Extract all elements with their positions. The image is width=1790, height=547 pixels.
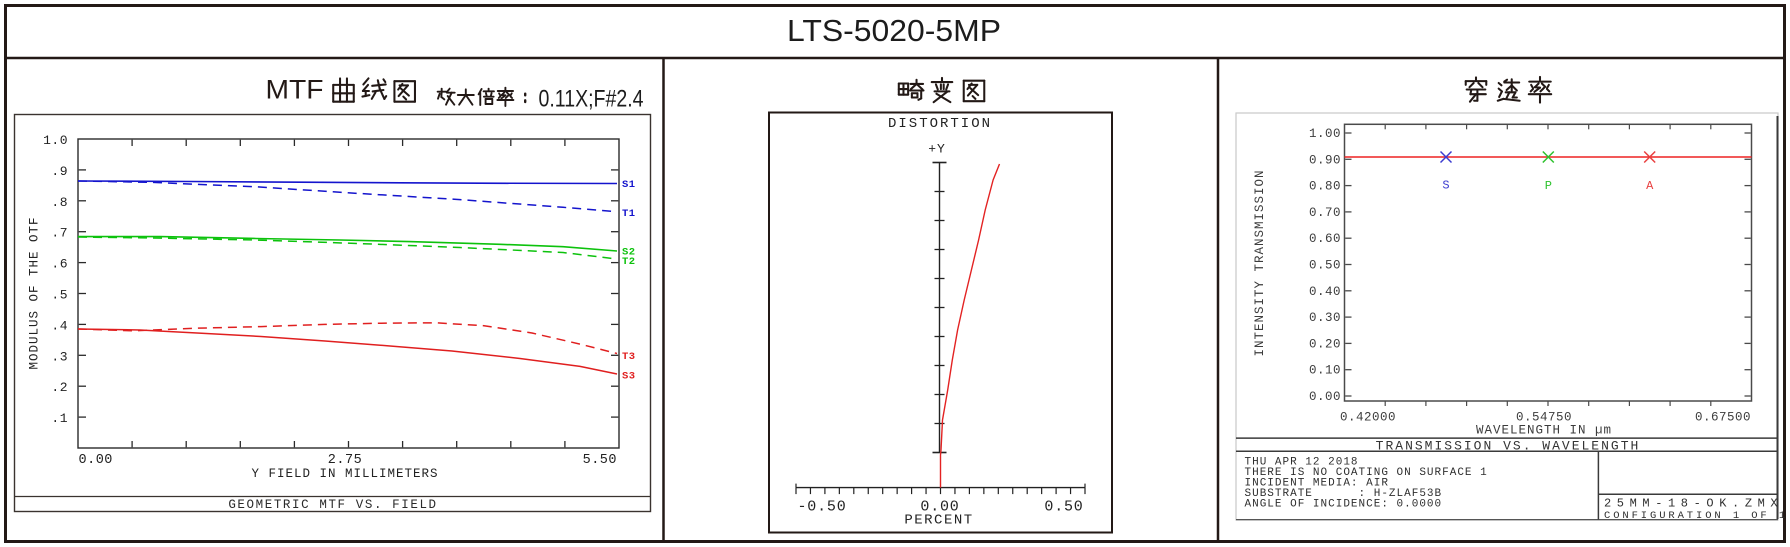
svg-text:T3: T3: [622, 351, 636, 363]
svg-text:5.50: 5.50: [583, 453, 617, 468]
svg-text:P: P: [1545, 179, 1552, 193]
svg-text:WAVELENGTH IN µm: WAVELENGTH IN µm: [1476, 424, 1612, 438]
svg-text:S: S: [1442, 179, 1449, 193]
svg-text:.9: .9: [51, 164, 68, 179]
svg-text:1.00: 1.00: [1309, 127, 1341, 141]
svg-text:-0.50: -0.50: [797, 499, 846, 516]
svg-text:.3: .3: [51, 349, 68, 364]
svg-text:S3: S3: [622, 371, 636, 383]
svg-text:.2: .2: [51, 380, 68, 395]
svg-text:INTENSITY TRANSMISSION: INTENSITY TRANSMISSION: [1253, 169, 1267, 356]
svg-text:0.80: 0.80: [1309, 180, 1341, 194]
svg-text:2.75: 2.75: [328, 453, 362, 468]
svg-text:S2: S2: [622, 247, 636, 259]
svg-text:0.42000: 0.42000: [1340, 411, 1396, 425]
svg-text:0.00: 0.00: [920, 499, 959, 516]
svg-text:DISTORTION: DISTORTION: [888, 116, 992, 132]
svg-text:.7: .7: [51, 226, 68, 241]
svg-text:MTF: MTF: [266, 75, 324, 105]
svg-text:LTS-5020-5MP: LTS-5020-5MP: [787, 13, 1001, 48]
svg-text:0.11X;F#2.4: 0.11X;F#2.4: [539, 86, 644, 113]
svg-text:0.50: 0.50: [1044, 499, 1083, 516]
svg-text:.5: .5: [51, 288, 68, 303]
svg-text:.4: .4: [51, 318, 68, 333]
svg-text:0.54750: 0.54750: [1516, 411, 1572, 425]
svg-text:A: A: [1646, 179, 1654, 193]
svg-text:T2: T2: [622, 256, 636, 268]
svg-text:S1: S1: [622, 179, 636, 191]
svg-text:.1: .1: [51, 411, 68, 426]
svg-text:PERCENT: PERCENT: [904, 513, 973, 529]
svg-text:+Y: +Y: [928, 142, 946, 157]
svg-text:TRANSMISSION VS. WAVELENGTH: TRANSMISSION VS. WAVELENGTH: [1376, 438, 1641, 453]
svg-text:0.40: 0.40: [1309, 285, 1341, 299]
svg-text:.6: .6: [51, 257, 68, 272]
svg-text:INCIDENT MEDIA: AIR: INCIDENT MEDIA: AIR: [1245, 477, 1389, 489]
svg-text:1.0: 1.0: [43, 133, 68, 148]
svg-text:0.70: 0.70: [1309, 206, 1341, 220]
svg-text:THERE IS NO COATING ON SURFACE: THERE IS NO COATING ON SURFACE 1: [1245, 467, 1488, 479]
svg-text:Y FIELD IN MILLIMETERS: Y FIELD IN MILLIMETERS: [251, 467, 438, 481]
svg-text:MODULUS OF THE OTF: MODULUS OF THE OTF: [28, 216, 42, 369]
svg-text:0.20: 0.20: [1309, 337, 1341, 351]
svg-text:25MM-18-OK.ZMX: 25MM-18-OK.ZMX: [1604, 497, 1783, 511]
svg-text:ANGLE OF INCIDENCE: 0.0000: ANGLE OF INCIDENCE: 0.0000: [1245, 498, 1443, 510]
svg-text:0.30: 0.30: [1309, 311, 1341, 325]
svg-text:0.60: 0.60: [1309, 232, 1341, 246]
svg-text:0.10: 0.10: [1309, 364, 1341, 378]
svg-text:T1: T1: [622, 208, 636, 220]
svg-text:GEOMETRIC MTF VS. FIELD: GEOMETRIC MTF VS. FIELD: [228, 498, 437, 512]
svg-text:CONFIGURATION 1 OF 1: CONFIGURATION 1 OF 1: [1604, 510, 1788, 522]
svg-text:0.00: 0.00: [79, 453, 113, 468]
svg-text:0.90: 0.90: [1309, 153, 1341, 167]
svg-text:THU APR 12 2018: THU APR 12 2018: [1245, 457, 1359, 469]
svg-text:SUBSTRATE : H-ZLAF53B: SUBSTRATE : H-ZLAF53B: [1245, 488, 1443, 500]
svg-text:0.67500: 0.67500: [1695, 411, 1751, 425]
svg-text:.8: .8: [51, 195, 68, 210]
svg-text:0.00: 0.00: [1309, 390, 1341, 404]
svg-text:0.50: 0.50: [1309, 259, 1341, 273]
